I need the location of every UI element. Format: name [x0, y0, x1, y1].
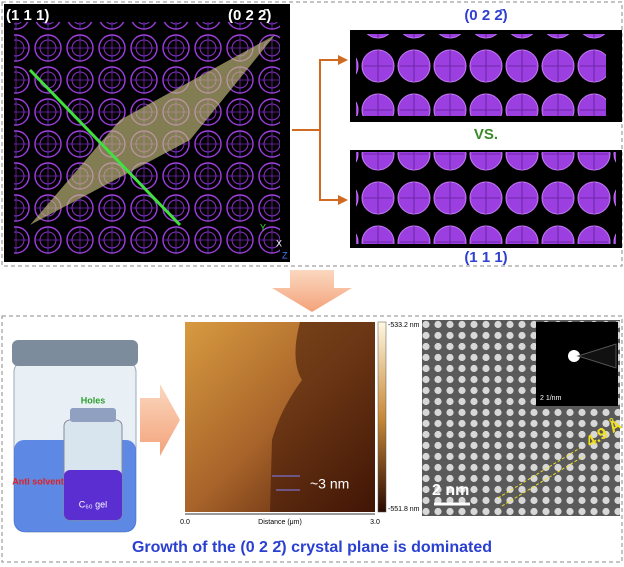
- label: 3.0: [370, 519, 380, 526]
- label: -533.2 nm: [388, 322, 420, 329]
- label: C₆₀ gel: [79, 499, 107, 509]
- label: (0 2 2̄): [464, 7, 507, 24]
- label: (1 1 1): [6, 7, 49, 24]
- arrowhead: [338, 55, 348, 205]
- label: Distance (μm): [258, 519, 302, 526]
- axis-label: X: [276, 238, 282, 248]
- label: 2 1/nm: [540, 395, 562, 402]
- right-arrow: [140, 384, 180, 456]
- comparison: VS.: [474, 126, 498, 143]
- axis-label: Z: [282, 250, 288, 260]
- beam-stop: [576, 343, 617, 369]
- inner-cap: [70, 408, 116, 422]
- axis-label: Y: [260, 222, 266, 232]
- profile-line: [272, 475, 300, 491]
- panel-frame: [1, 315, 623, 563]
- caption: Growth of the (0 2 2̄) crystal plane is …: [132, 539, 492, 556]
- step-region: [270, 322, 375, 512]
- lattice: [356, 34, 606, 116]
- down-arrow: [272, 270, 352, 312]
- label: Anti solvent: [12, 476, 64, 486]
- lattice: [356, 152, 616, 244]
- direction-arrow: [28, 68, 182, 227]
- connector: [292, 59, 345, 201]
- cap: [12, 340, 138, 366]
- spot: [568, 350, 580, 362]
- panel-frame: [1, 1, 623, 267]
- label: ~3 nm: [310, 476, 349, 492]
- color-bar: [377, 321, 387, 513]
- label: -551.8 nm: [388, 506, 420, 513]
- label: (0 2 2̄): [228, 7, 271, 24]
- label: 0.0: [180, 519, 190, 526]
- label: (1 1 1): [464, 249, 507, 266]
- plane: [30, 35, 275, 225]
- label: Holes: [81, 395, 106, 405]
- gel: [64, 470, 122, 520]
- label: 2 nm: [432, 482, 469, 499]
- spacing-line: [497, 447, 585, 507]
